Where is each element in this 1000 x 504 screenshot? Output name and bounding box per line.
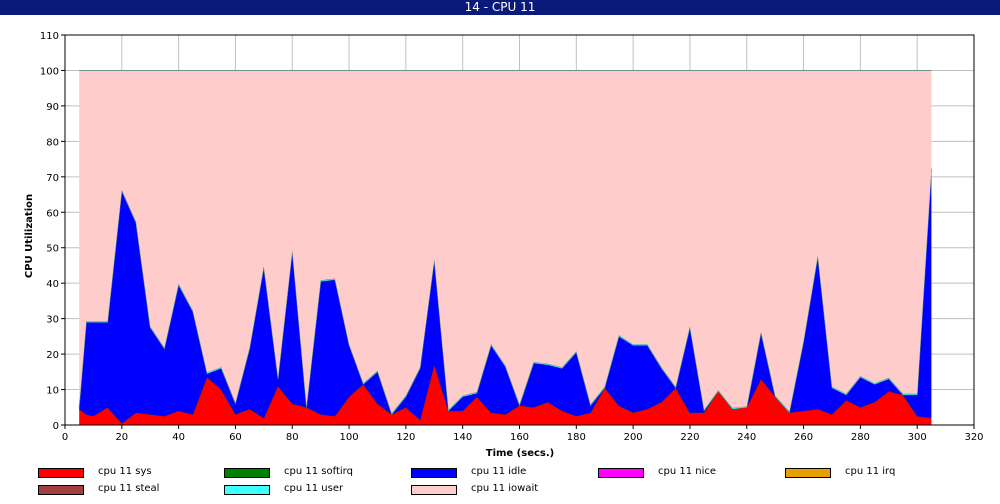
legend-item-cpu-11-irq: cpu 11 irq: [785, 466, 965, 480]
y-tick-label-5: 50: [46, 244, 59, 255]
legend-item-cpu-11-sys: cpu 11 sys: [38, 466, 218, 480]
x-tick-label-0: 0: [62, 432, 68, 443]
chart-title-bar: 14 - CPU 11: [0, 0, 1000, 15]
legend-swatch: [411, 468, 457, 478]
cpu-utilization-chart: 0 10 20 30 40 50 60 70 80 90 100 110 0 20 40 60 80 100 12…: [24, 31, 984, 459]
legend-swatch: [224, 468, 270, 478]
legend-item-cpu-11-softirq: cpu 11 softirq: [224, 466, 404, 480]
x-tick-label-14: 280: [851, 432, 870, 443]
x-tick-label-7: 140: [453, 432, 472, 443]
legend-label: cpu 11 nice: [658, 466, 717, 477]
y-tick-label-8: 80: [46, 137, 59, 148]
x-tick-label-10: 200: [624, 432, 643, 443]
y-tick-label-1: 10: [46, 386, 59, 397]
x-tick-label-9: 180: [567, 432, 586, 443]
x-tick-label-4: 80: [286, 432, 299, 443]
legend-label: cpu 11 idle: [471, 466, 527, 477]
x-tick-label-5: 100: [340, 432, 359, 443]
x-tick-label-6: 120: [396, 432, 415, 443]
x-tick-label-11: 220: [680, 432, 699, 443]
x-tick-label-1: 20: [115, 432, 128, 443]
x-tick-label-12: 240: [737, 432, 756, 443]
legend-item-cpu-11-iowait: cpu 11 iowait: [411, 483, 591, 497]
legend-item-cpu-11-nice: cpu 11 nice: [598, 466, 778, 480]
legend-swatch: [598, 468, 644, 478]
legend-label: cpu 11 softirq: [284, 466, 353, 477]
legend-label: cpu 11 user: [284, 483, 344, 494]
legend-item-cpu-11-steal: cpu 11 steal: [38, 483, 218, 497]
chart-title: 14 - CPU 11: [464, 0, 536, 14]
x-tick-label-15: 300: [908, 432, 927, 443]
y-tick-label-3: 30: [46, 315, 59, 326]
y-tick-label-4: 40: [46, 279, 59, 290]
y-tick-label-7: 70: [46, 173, 59, 184]
legend-swatch: [38, 468, 84, 478]
y-tick-label-2: 20: [46, 350, 59, 361]
legend-swatch: [785, 468, 831, 478]
area-cpu-11-sys: [79, 364, 932, 425]
legend-swatch: [224, 485, 270, 495]
legend-swatch: [411, 485, 457, 495]
x-tick-label-3: 60: [229, 432, 242, 443]
legend-item-cpu-11-user: cpu 11 user: [224, 483, 404, 497]
chart-legend: cpu 11 sys cpu 11 softirq cpu 11 idle cpu 1…: [0, 462, 1000, 504]
legend-label: cpu 11 iowait: [471, 483, 539, 494]
x-axis-label: Time (secs.): [486, 448, 555, 459]
area-cpu-11-iowait: [79, 70, 932, 414]
area-cpu-11-idle: [79, 169, 932, 424]
y-axis-label: CPU Utilization: [24, 194, 35, 278]
legend-item-cpu-11-idle: cpu 11 idle: [411, 466, 591, 480]
legend-label: cpu 11 sys: [98, 466, 152, 477]
y-tick-label-10: 100: [40, 66, 59, 77]
x-tick-label-13: 260: [794, 432, 813, 443]
y-tick-label-9: 90: [46, 102, 59, 113]
y-tick-label-6: 60: [46, 208, 59, 219]
legend-swatch: [38, 485, 84, 495]
y-tick-label-11: 110: [40, 31, 59, 42]
x-tick-label-2: 40: [172, 432, 185, 443]
legend-label: cpu 11 steal: [98, 483, 160, 494]
legend-label: cpu 11 irq: [845, 466, 896, 477]
y-tick-label-0: 0: [53, 421, 59, 432]
x-tick-label-8: 160: [510, 432, 529, 443]
x-tick-label-16: 320: [964, 432, 983, 443]
